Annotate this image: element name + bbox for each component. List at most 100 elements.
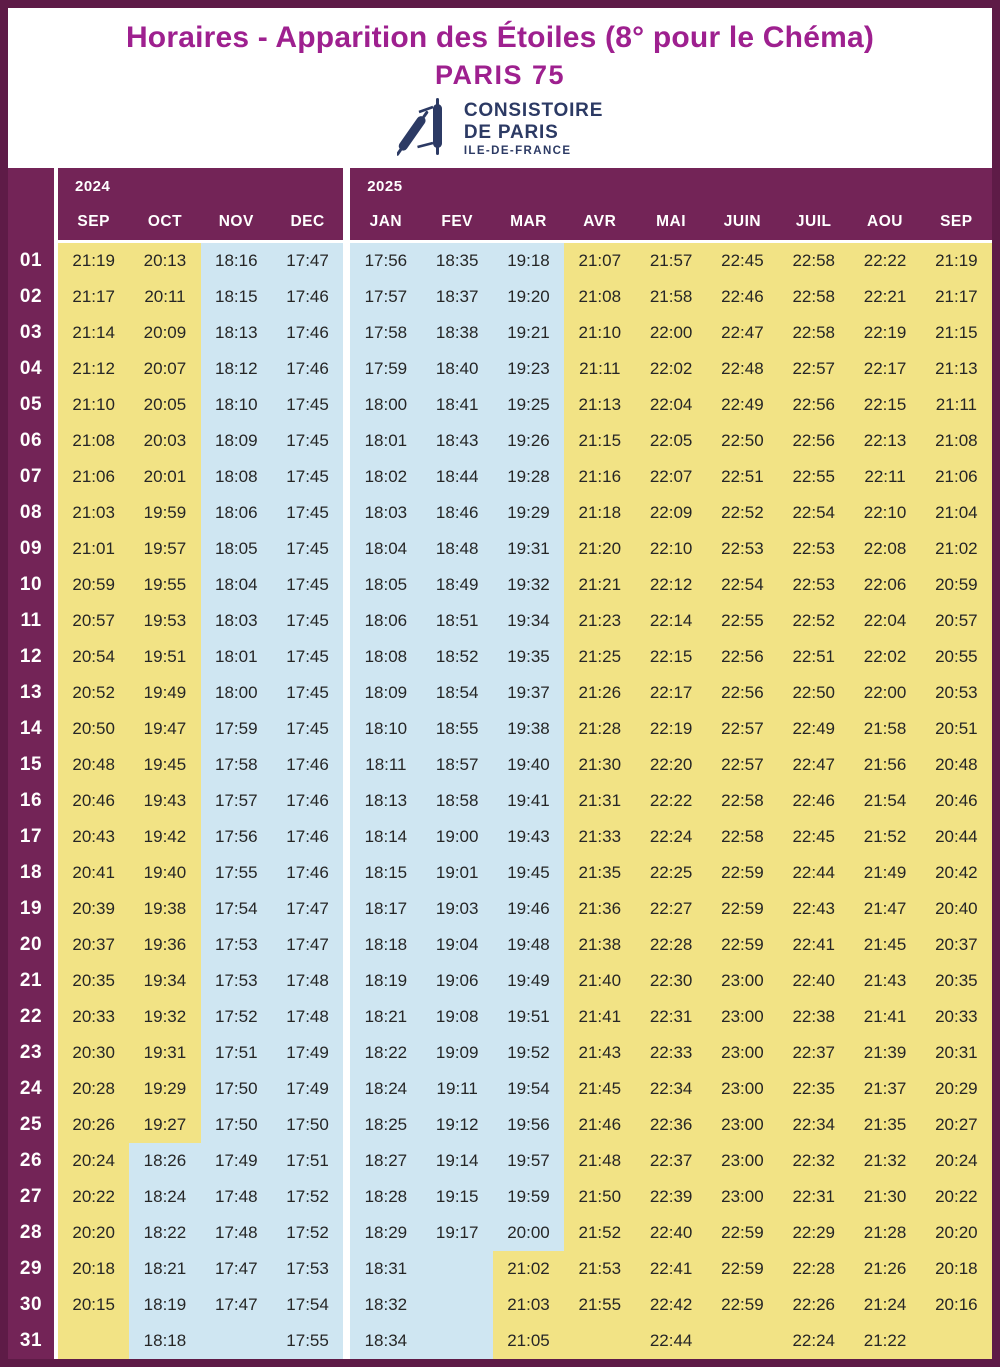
time-cell: 19:56	[492, 1107, 565, 1143]
time-cell: 21:01	[58, 531, 130, 567]
time-cell: 17:48	[200, 1215, 272, 1251]
time-cell: 19:21	[492, 315, 565, 351]
time-cell: 20:43	[58, 819, 130, 855]
time-cell: 18:24	[350, 1071, 422, 1107]
time-cell: 17:59	[350, 351, 422, 387]
time-cell: 19:04	[421, 927, 493, 963]
year-label: 2024	[58, 168, 344, 204]
time-cell: 19:34	[129, 963, 201, 999]
time-cell: 19:55	[129, 567, 201, 603]
time-cell: 21:07	[564, 243, 636, 279]
time-cell: 21:54	[849, 783, 921, 819]
time-cell: 18:57	[421, 747, 493, 783]
time-cell: 21:32	[849, 1143, 921, 1179]
time-cell: 20:00	[492, 1215, 565, 1251]
page-subtitle: PARIS 75	[434, 60, 566, 90]
time-cell: 20:59	[58, 567, 130, 603]
time-cell: 18:19	[129, 1287, 201, 1323]
time-cell: 17:55	[271, 1323, 344, 1359]
time-cell: 18:27	[350, 1143, 422, 1179]
time-cell: 20:59	[920, 567, 992, 603]
time-cell: 18:04	[350, 531, 422, 567]
time-cell: 19:26	[492, 423, 565, 459]
time-cell: 21:45	[564, 1071, 636, 1107]
time-cell: 20:01	[129, 459, 201, 495]
time-cell: 22:53	[706, 531, 779, 567]
time-cell: 21:23	[564, 603, 636, 639]
time-cell: 18:02	[350, 459, 422, 495]
day-label: 16	[8, 783, 54, 819]
time-cell: 20:09	[129, 315, 201, 351]
time-cell: 22:58	[778, 243, 850, 279]
time-cell: 22:56	[778, 423, 850, 459]
time-cell: 21:20	[564, 531, 636, 567]
month-header: MAR	[492, 204, 565, 240]
month-header: NOV	[200, 204, 272, 240]
time-cell: 22:59	[706, 927, 779, 963]
time-cell: 22:47	[706, 315, 779, 351]
time-cell: 18:38	[421, 315, 493, 351]
time-cell: 17:57	[350, 279, 422, 315]
time-cell: 22:20	[635, 747, 707, 783]
time-cell: 19:59	[492, 1179, 565, 1215]
time-cell: 19:45	[129, 747, 201, 783]
time-cell: 19:32	[492, 567, 565, 603]
time-cell: 20:42	[920, 855, 992, 891]
time-cell: 18:04	[200, 567, 272, 603]
time-cell: 22:50	[706, 423, 779, 459]
time-cell: 18:37	[421, 279, 493, 315]
time-cell: 22:59	[706, 855, 779, 891]
month-header: AOU	[849, 204, 921, 240]
time-cell: 21:15	[920, 315, 992, 351]
time-cell: 21:17	[58, 279, 130, 315]
time-cell: 19:38	[492, 711, 565, 747]
time-cell: 18:29	[350, 1215, 422, 1251]
time-cell: 20:46	[58, 783, 130, 819]
time-cell: 18:24	[129, 1179, 201, 1215]
time-cell: 20:33	[58, 999, 130, 1035]
time-cell: 21:11	[564, 351, 636, 387]
time-cell: 22:24	[778, 1323, 850, 1359]
time-cell: 21:19	[920, 243, 992, 279]
time-cell: 23:00	[706, 1071, 779, 1107]
time-cell: 21:55	[564, 1287, 636, 1323]
time-cell: 22:41	[635, 1251, 707, 1287]
day-label: 11	[8, 603, 54, 639]
time-cell: 20:41	[58, 855, 130, 891]
time-cell: 21:12	[58, 351, 130, 387]
time-cell: 21:58	[635, 279, 707, 315]
time-cell: 22:48	[706, 351, 779, 387]
time-cell: 19:31	[129, 1035, 201, 1071]
time-cell: 21:56	[849, 747, 921, 783]
day-label: 15	[8, 747, 54, 783]
time-cell	[200, 1323, 272, 1359]
time-cell: 22:56	[778, 387, 850, 423]
time-cell: 21:21	[564, 567, 636, 603]
time-cell: 21:49	[849, 855, 921, 891]
time-cell: 22:07	[635, 459, 707, 495]
time-cell: 18:08	[350, 639, 422, 675]
time-cell: 19:28	[492, 459, 565, 495]
time-cell: 17:47	[200, 1287, 272, 1323]
time-cell: 19:32	[129, 999, 201, 1035]
time-cell: 19:18	[492, 243, 565, 279]
month-header: DEC	[271, 204, 344, 240]
time-cell: 17:45	[271, 711, 344, 747]
day-label: 05	[8, 387, 54, 423]
time-cell: 21:40	[564, 963, 636, 999]
time-cell: 18:34	[350, 1323, 422, 1359]
time-cell	[421, 1323, 493, 1359]
time-cell: 22:13	[849, 423, 921, 459]
time-cell: 20:44	[920, 819, 992, 855]
time-cell: 20:28	[58, 1071, 130, 1107]
time-cell: 18:21	[129, 1251, 201, 1287]
time-cell: 20:05	[129, 387, 201, 423]
time-cell: 21:04	[920, 495, 992, 531]
time-cell: 18:12	[200, 351, 272, 387]
time-cell: 22:53	[778, 531, 850, 567]
time-cell: 22:58	[778, 315, 850, 351]
time-cell: 20:18	[58, 1251, 130, 1287]
time-cell: 22:43	[778, 891, 850, 927]
time-cell: 19:08	[421, 999, 493, 1035]
day-label: 22	[8, 999, 54, 1035]
